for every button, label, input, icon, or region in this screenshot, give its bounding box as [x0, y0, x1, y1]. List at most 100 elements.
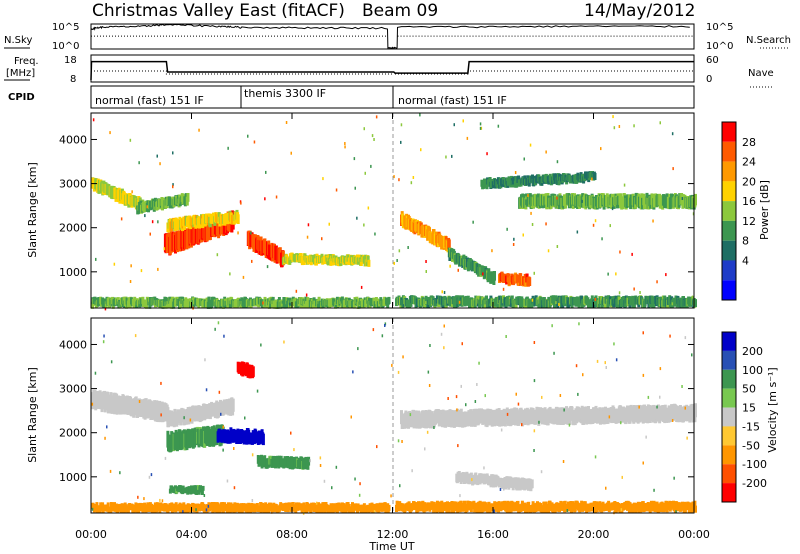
- nsky-axis-label: N.Sky: [4, 35, 32, 46]
- power-noise-point: [479, 126, 482, 130]
- x-tick-label: 04:00: [176, 528, 208, 541]
- velocity-noise-point: [428, 384, 431, 387]
- velocity-noise-point: [503, 487, 505, 491]
- velocity-noise-point: [521, 423, 523, 427]
- velocity-noise-point: [506, 412, 509, 416]
- velocity-noise-point: [251, 499, 254, 502]
- velocity-noise-point: [290, 431, 292, 435]
- power-noise-point: [533, 271, 535, 275]
- power-noise-point: [671, 132, 674, 136]
- velocity-noise-point: [160, 381, 162, 385]
- power-noise-point: [328, 222, 330, 226]
- velocity-scatter-cell: [465, 504, 469, 512]
- velocity-noise-point: [183, 416, 185, 420]
- velocity-scatter-cell: [383, 502, 387, 509]
- power-noise-point: [581, 199, 583, 203]
- x-axis-ticks: 00:00 04:00 08:00 12:00 16:00 20:00 00:00: [75, 113, 710, 541]
- freq-series-line: [90, 60, 694, 81]
- velocity-noise-point: [271, 510, 273, 514]
- velocity-noise-point: [659, 395, 661, 399]
- power-noise-point: [623, 183, 626, 187]
- velocity-noise-point: [684, 406, 686, 410]
- velocity-noise-point: [357, 347, 359, 351]
- velocity-noise-point: [613, 342, 615, 346]
- freq-axis-label-2: [MHz]: [6, 68, 35, 79]
- velocity-noise-point: [483, 466, 485, 470]
- velocity-noise-point: [401, 440, 403, 443]
- velocity-noise-point: [143, 497, 145, 501]
- colorbar-tick-label: 24: [742, 156, 756, 169]
- power-noise-point: [373, 138, 375, 141]
- power-noise-point: [517, 282, 519, 286]
- freq-panel: Freq. [MHz] 18 8 60 0 Nave: [4, 54, 774, 88]
- velocity-noise-point: [642, 461, 644, 465]
- power-scatter-cell: [145, 301, 149, 309]
- velocity-noise-point: [684, 336, 687, 340]
- power-scatter-cell: [485, 295, 488, 304]
- power-noise-point: [281, 303, 283, 307]
- power-noise-point: [307, 223, 310, 227]
- velocity-noise-point: [91, 402, 94, 406]
- power-noise-point: [157, 220, 159, 224]
- colorbar-tick-label: 100: [742, 364, 763, 377]
- velocity-noise-point: [681, 385, 683, 388]
- power-noise-point: [458, 300, 461, 304]
- velocity-scatter-cell: [286, 505, 290, 513]
- y-tick-label: 3000: [59, 178, 87, 191]
- colorbar-swatch: [722, 407, 736, 427]
- colorbar-swatch: [722, 426, 736, 446]
- power-noise-point: [613, 126, 616, 130]
- colorbar-tick-label: 20: [742, 175, 756, 188]
- velocity-noise-point: [621, 475, 623, 479]
- velocity-noise-point: [204, 358, 206, 362]
- colorbar-swatch: [722, 161, 736, 182]
- velocity-scatter-cell: [335, 507, 339, 514]
- power-noise-point: [671, 302, 674, 306]
- power-scatter-cell: [606, 300, 610, 309]
- freq-tick-top: 18: [64, 55, 77, 66]
- nsearch-tick-bottom: 10^0: [706, 41, 733, 52]
- power-scatter-cell: [236, 214, 240, 224]
- power-noise-point: [555, 301, 557, 305]
- y-tick-label: 1000: [59, 471, 87, 484]
- colorbar-swatch: [722, 122, 736, 142]
- date-label: 14/May/2012: [584, 1, 696, 21]
- colorbar-swatch: [722, 445, 736, 465]
- colorbar-swatch: [722, 181, 736, 202]
- velocity-noise-point: [399, 484, 401, 488]
- power-noise-point: [374, 232, 376, 236]
- velocity-noise-point: [148, 475, 151, 479]
- power-noise-point: [151, 220, 154, 224]
- velocity-colorbar-title: Velocity [m s⁻¹]: [766, 367, 779, 452]
- velocity-noise-point: [323, 479, 326, 483]
- power-noise-point: [129, 280, 132, 283]
- power-noise-point: [398, 249, 401, 253]
- velocity-scatter-cell: [530, 479, 534, 489]
- velocity-scatter-cell: [458, 505, 462, 513]
- power-noise-point: [457, 268, 459, 272]
- power-noise-point: [659, 121, 661, 125]
- velocity-noise-point: [447, 397, 449, 400]
- power-noise-point: [360, 285, 363, 289]
- velocity-noise-point: [645, 435, 647, 439]
- velocity-noise-point: [205, 388, 208, 392]
- velocity-noise-point: [159, 498, 161, 502]
- velocity-noise-point: [533, 341, 536, 344]
- velocity-noise-point: [471, 478, 473, 482]
- power-noise-point: [156, 154, 158, 158]
- power-noise-point: [398, 178, 400, 182]
- power-noise-point: [486, 152, 488, 156]
- power-noise-point: [425, 270, 427, 273]
- power-noise-point: [639, 291, 641, 294]
- power-noise-point: [491, 249, 493, 253]
- power-noise-point: [633, 124, 635, 128]
- power-noise-point: [335, 188, 338, 192]
- velocity-noise-point: [675, 510, 677, 514]
- velocity-noise-point: [563, 408, 565, 412]
- power-scatter-cell: [133, 296, 137, 304]
- velocity-noise-point: [138, 400, 141, 403]
- velocity-noise-point: [137, 495, 139, 499]
- power-noise-point: [523, 157, 525, 161]
- colorbar-swatch: [722, 220, 736, 241]
- power-noise-point: [364, 171, 366, 175]
